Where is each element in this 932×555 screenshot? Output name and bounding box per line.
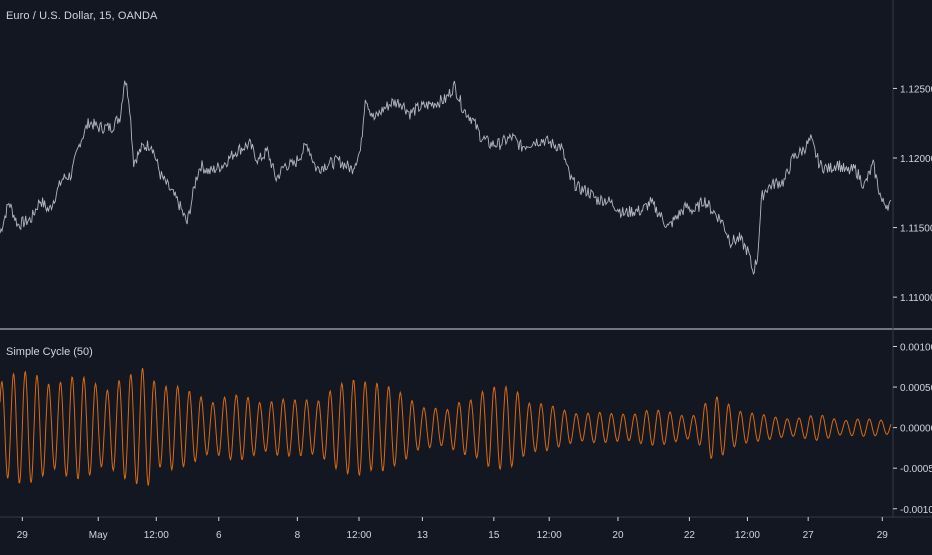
price-series-line[interactable] bbox=[0, 80, 892, 276]
time-axis-label: 12:00 bbox=[144, 530, 169, 541]
price-axis[interactable]: 1.12500 1.12000 1.11500 1.11000 bbox=[893, 84, 932, 304]
time-axis-label: 6 bbox=[216, 530, 222, 541]
oscillator-axis-label: 0.00000 bbox=[900, 424, 932, 435]
symbol-title: Euro / U.S. Dollar, 15, OANDA bbox=[6, 10, 158, 22]
time-axis[interactable]: 29 May 12:00 6 8 12:00 13 15 12:00 20 22 12:00 27 29 bbox=[17, 517, 889, 541]
price-axis-label: 1.11000 bbox=[900, 293, 932, 304]
time-axis-label: 13 bbox=[417, 530, 429, 541]
time-axis-label: 27 bbox=[803, 530, 815, 541]
time-axis-label: May bbox=[89, 530, 108, 541]
oscillator-series-line[interactable] bbox=[0, 367, 892, 486]
price-axis-label: 1.12000 bbox=[900, 154, 932, 165]
time-axis-label: 8 bbox=[295, 530, 301, 541]
time-axis-label: 22 bbox=[684, 530, 696, 541]
time-axis-label: 12:00 bbox=[537, 530, 562, 541]
time-axis-label: 15 bbox=[488, 530, 500, 541]
time-axis-label: 29 bbox=[877, 530, 889, 541]
indicator-title: Simple Cycle (50) bbox=[6, 346, 93, 358]
time-axis-label: 20 bbox=[612, 530, 624, 541]
price-axis-label: 1.12500 bbox=[900, 84, 932, 95]
price-axis-label: 1.11500 bbox=[900, 224, 932, 235]
time-axis-label: 12:00 bbox=[735, 530, 760, 541]
oscillator-pane[interactable] bbox=[0, 367, 892, 486]
time-axis-label: 29 bbox=[17, 530, 29, 541]
price-pane[interactable] bbox=[0, 80, 892, 276]
time-axis-label: 12:00 bbox=[346, 530, 371, 541]
